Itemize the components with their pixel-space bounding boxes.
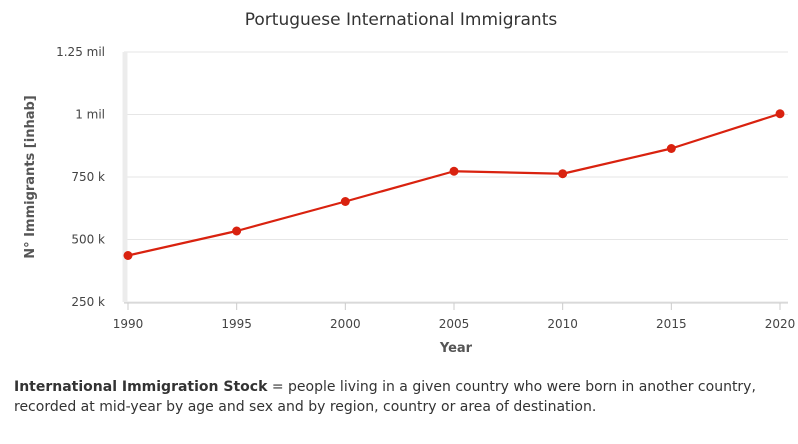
y-axis-title: N° Immigrants [inhab]: [23, 95, 38, 258]
data-point[interactable]: [340, 197, 350, 206]
x-tick-label: 1995: [221, 317, 252, 331]
caption-term: International Immigration Stock: [14, 379, 268, 395]
data-point[interactable]: [666, 144, 676, 153]
series-layer: [123, 109, 785, 260]
x-tick-label: 2005: [439, 317, 470, 331]
x-tick-label: 1990: [113, 317, 144, 331]
caption: International Immigration Stock = people…: [14, 377, 789, 417]
caption-text: = people living in a given country who w…: [14, 379, 756, 415]
series-line: [127, 112, 781, 257]
grid-lines: [124, 51, 788, 303]
y-tick-label: 500 k: [71, 233, 105, 247]
x-tick-label: 2020: [765, 317, 796, 331]
data-point[interactable]: [123, 251, 133, 260]
y-tick-label: 750 k: [71, 170, 105, 184]
x-axis-title: Year: [439, 341, 473, 356]
chart-title: Portuguese International Immigrants: [245, 10, 558, 30]
x-tick-label: 2010: [547, 317, 578, 331]
data-point[interactable]: [449, 166, 459, 176]
x-tick-label: 2015: [656, 317, 687, 331]
data-point[interactable]: [232, 226, 242, 236]
x-tick-label: 2000: [330, 317, 361, 331]
y-tick-label: 250 k: [71, 295, 105, 309]
data-point[interactable]: [775, 109, 785, 119]
y-tick-label: 1.25 mil: [56, 45, 105, 59]
data-point[interactable]: [558, 169, 568, 179]
line-chart: Portuguese International Immigrants 250 …: [23, 10, 795, 356]
axes: 250 k 500 k 750 k 1 mil 1.25 mil 1990 1995 2000…: [56, 45, 795, 331]
y-tick-label: 1 mil: [75, 108, 105, 122]
